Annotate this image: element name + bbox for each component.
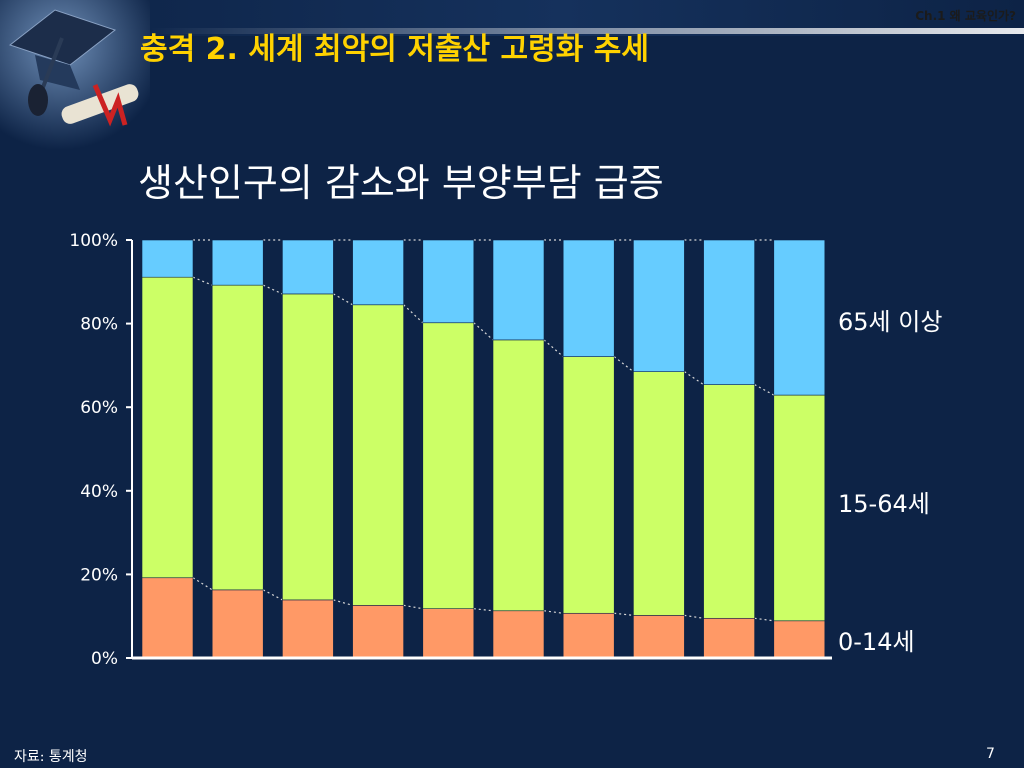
slide-title: 충격 2. 세계 최악의 저출산 고령화 추세 [140,32,649,67]
y-tick-label: 20% [80,565,118,585]
bar-segment [773,620,826,659]
connector-line [333,293,353,306]
bar-segment [773,239,826,396]
y-tick-label: 0% [91,649,118,669]
connector-line [262,589,283,601]
chapter-label: Ch.1 왜 교육인가? [915,9,1016,23]
bar-segment [282,239,334,295]
connector-line [333,599,353,606]
bar-segment [141,239,194,278]
connector-line [543,610,564,614]
bar-segment [492,339,545,612]
connector-line [754,617,774,622]
bar-segment [211,239,264,286]
y-tick-label: 80% [80,315,118,335]
bar-segment [562,612,615,659]
connector-line [192,276,213,286]
connector-line [473,608,494,612]
connector-line [614,612,634,616]
graduation-cap-icon [0,0,150,150]
bar-segment [633,239,685,372]
connector-line [754,384,775,396]
bar-segment [422,239,475,324]
bar-segment [352,239,404,306]
bar-segment [211,589,264,659]
connector-line [403,604,423,610]
bar-segment [282,599,334,659]
connector-line [473,322,494,341]
page-number: 7 [986,746,995,762]
y-tick-label: 100% [69,231,118,251]
bar-segment [492,239,545,341]
bar-segment [562,356,615,614]
connector-line [403,304,424,324]
connector-line [684,614,704,619]
bar-segment [773,394,826,622]
connector-line [192,577,213,591]
y-tick-label: 60% [80,398,118,418]
bar-segment [703,384,755,619]
connector-line [684,371,704,386]
series-label: 0-14세 [838,628,915,656]
bar-segment [422,608,475,659]
bar-segment [352,304,404,606]
connector-line [262,284,283,295]
connector-line [543,339,564,358]
series-label: 65세 이상 [838,308,942,336]
bar-segment [633,371,685,616]
bar-segment [703,239,755,385]
connector-line [613,356,634,373]
series-label: 15-64세 [838,490,930,518]
bar-segment [352,605,404,659]
bar-segment [282,293,334,601]
bar-segment [141,276,194,579]
bar-segment [562,239,615,357]
bar-segment [211,284,264,591]
bar-segment [703,617,755,659]
bar-segment [492,610,545,659]
y-tick-label: 40% [80,482,118,502]
bar-segment [633,615,685,659]
bar-segment [422,322,475,609]
bar-segment [141,577,194,659]
source-note: 자료: 통계청 [14,749,88,765]
chart-subtitle: 생산인구의 감소와 부양부담 급증 [138,161,664,205]
header-rule [150,28,1024,34]
